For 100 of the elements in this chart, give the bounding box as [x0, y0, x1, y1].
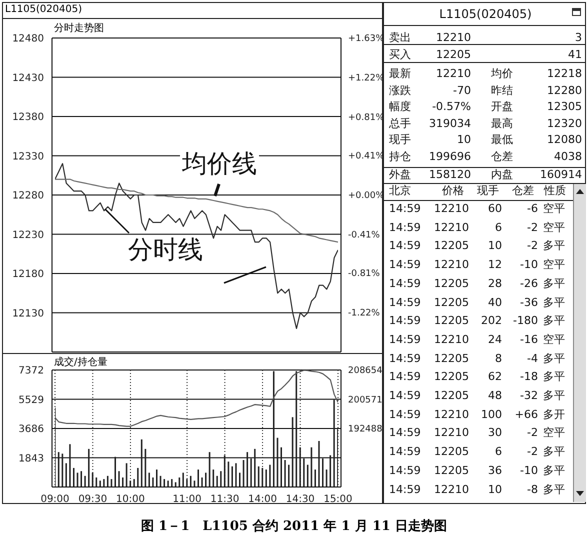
text: -32 [520, 389, 538, 402]
text: 买入 [389, 48, 411, 61]
text: 多平 [543, 296, 565, 308]
text: 14:59 [389, 276, 421, 290]
text: 12210 [434, 220, 469, 234]
text: 12305 [547, 100, 582, 113]
text: 涨跌 [389, 84, 411, 96]
text: -2 [527, 239, 538, 252]
text: 14:59 [389, 464, 421, 477]
text: -180 [513, 314, 538, 328]
y-tick-label: 12480 [12, 34, 44, 45]
y-tick-label: 7372 [18, 366, 44, 377]
text: 12 [488, 258, 502, 272]
y2-tick-label: 200571 [348, 395, 382, 406]
text: -2 [527, 220, 538, 234]
y2-tick-label: -1.22% [348, 308, 380, 319]
text: -6 [527, 202, 538, 215]
text: 319034 [429, 116, 471, 130]
category-label: 价格 [442, 184, 465, 198]
text: 12205 [434, 296, 469, 308]
text: 空平 [543, 202, 565, 215]
text: 多开 [543, 408, 565, 421]
y2-tick-label: -0.41% [348, 230, 380, 241]
text: -10 [520, 464, 538, 477]
text: 12205 [434, 276, 469, 290]
x-tick-label: 09:30 [78, 494, 108, 506]
y2-tick-label: 192488 [348, 424, 383, 435]
category-label: 现手 [477, 184, 500, 198]
text: -16 [520, 332, 538, 346]
text: 30 [488, 426, 502, 440]
text: +66 [514, 408, 538, 421]
text: 最高 [491, 116, 513, 130]
text: 14:59 [389, 482, 421, 496]
y2-tick-label: -0.81% [348, 269, 380, 280]
text: 多平 [543, 239, 565, 252]
text: 3 [575, 31, 582, 44]
y-tick-label: 1843 [18, 453, 44, 464]
text: L1105(020405) [438, 7, 533, 21]
text: 最低 [491, 133, 513, 146]
text: 14:59 [389, 202, 421, 215]
text: 12210 [434, 332, 469, 346]
y-tick-label: 12280 [12, 190, 44, 202]
text: 12205 [434, 239, 469, 252]
text: 12205 [434, 445, 469, 458]
text: 12218 [547, 67, 582, 80]
text: 28 [488, 276, 502, 290]
line-series [55, 370, 338, 427]
text: 12205 [434, 352, 469, 365]
text: 14:59 [389, 445, 421, 458]
text: 8 [495, 352, 502, 365]
series-label: 分时线 [126, 235, 205, 264]
text: 均价 [491, 67, 513, 80]
text: 12280 [547, 84, 582, 96]
text: 158120 [429, 168, 471, 181]
text: 空平 [543, 220, 565, 234]
text: 10 [488, 239, 502, 252]
text: 10 [457, 133, 471, 146]
text: 36 [488, 464, 502, 477]
text: -4 [527, 352, 538, 365]
x-tick-label: 14:30 [286, 494, 315, 506]
text: -10 [520, 258, 538, 272]
text: 12210 [436, 31, 471, 44]
y-tick-label: 3686 [18, 424, 44, 436]
text: 12210 [436, 67, 471, 80]
text: 14:59 [389, 296, 421, 308]
text: 昨结 [491, 84, 513, 96]
text: 14:59 [389, 370, 421, 384]
text: -70 [453, 84, 471, 96]
y-tick-label: 12130 [12, 308, 44, 320]
text: 多平 [543, 389, 565, 402]
text: 60 [488, 202, 502, 215]
text: 12080 [547, 133, 582, 146]
text: 62 [488, 370, 502, 384]
text: 多平 [543, 482, 565, 496]
text: 48 [488, 389, 502, 402]
text: 40 [488, 296, 502, 308]
text: -26 [520, 276, 538, 290]
text: 160914 [540, 168, 582, 181]
text: 开盘 [491, 100, 513, 113]
text: -2 [527, 426, 538, 440]
y-tick-label: 12380 [12, 112, 44, 124]
text: 多平 [543, 445, 565, 458]
text: 多平 [543, 370, 565, 384]
caption: 图 1－1 L1105 合约 2011 年 1 月 11 日走势图 [140, 518, 448, 535]
text: 12205 [436, 48, 471, 61]
text: 14:59 [389, 239, 421, 252]
text: 4038 [554, 150, 582, 162]
text: 总手 [389, 116, 411, 130]
text: 12210 [434, 202, 469, 215]
text: 外盘 [389, 168, 411, 181]
text: 多平 [543, 276, 565, 290]
chart-title: 分时走势图 [54, 22, 104, 35]
text: 12210 [434, 408, 469, 421]
text: 12210 [434, 426, 469, 440]
text: 14:59 [389, 258, 421, 272]
text: 仓差 [491, 150, 513, 162]
category-label: 仓差 [512, 184, 535, 198]
text: 内盘 [491, 168, 513, 181]
x-tick-label: 09:00 [40, 494, 70, 506]
text: 持仓 [389, 150, 411, 162]
